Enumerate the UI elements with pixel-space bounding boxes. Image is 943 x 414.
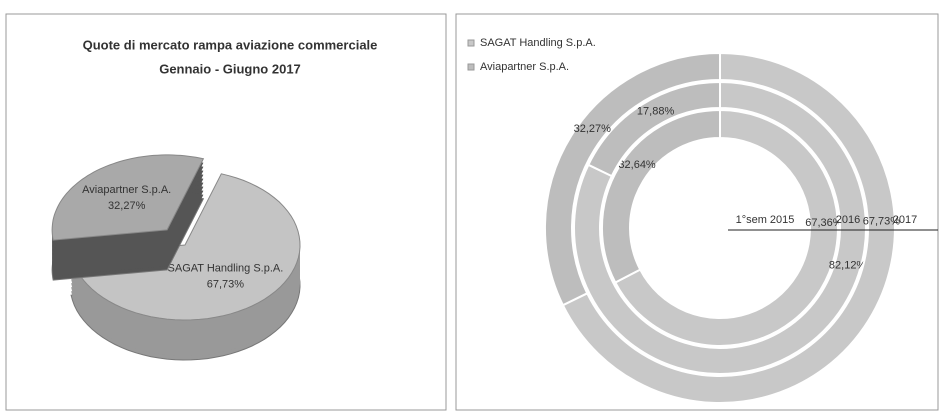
ring-segment bbox=[613, 108, 839, 347]
legend-swatch bbox=[467, 39, 475, 47]
ring-label: 2016 bbox=[836, 214, 860, 226]
pie-slice bbox=[51, 154, 205, 241]
slice-value: 67,73% bbox=[207, 279, 245, 291]
legend-label: Aviapartner S.p.A. bbox=[480, 61, 569, 73]
ring-segment bbox=[561, 51, 896, 404]
pie-slice bbox=[70, 173, 301, 321]
chart-subtitle: Gennaio - Giugno 2017 bbox=[159, 61, 301, 76]
slice-label: Aviapartner S.p.A. bbox=[82, 184, 171, 196]
ring-segment bbox=[600, 108, 721, 284]
ring-value: 17,88% bbox=[637, 106, 675, 118]
ring-label: 2017 bbox=[893, 214, 917, 226]
legend-swatch bbox=[467, 63, 475, 71]
ring-segment bbox=[544, 51, 721, 307]
legend-label: SAGAT Handling S.p.A. bbox=[480, 37, 596, 49]
ring-label: 1°sem 2015 bbox=[736, 214, 795, 226]
ring-value: 67,36% bbox=[805, 217, 843, 229]
ring-value: 32,27% bbox=[574, 123, 612, 135]
ring-segment bbox=[587, 80, 721, 178]
ring-value: 32,64% bbox=[618, 159, 656, 171]
ring-value: 67,73% bbox=[863, 216, 901, 228]
ring-value: 82,12% bbox=[829, 260, 867, 272]
ring-segment bbox=[573, 80, 868, 375]
slice-value: 32,27% bbox=[108, 200, 146, 212]
chart-title: Quote di mercato rampa aviazione commerc… bbox=[83, 37, 378, 52]
slice-label: SAGAT Handling S.p.A. bbox=[168, 263, 284, 275]
